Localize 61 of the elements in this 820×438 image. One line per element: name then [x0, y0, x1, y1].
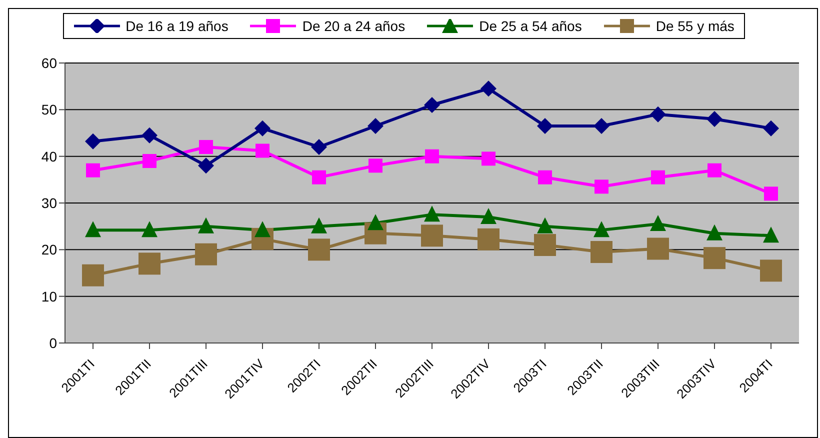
point [421, 224, 443, 247]
point [590, 241, 612, 263]
y-tick-label: 40 [41, 148, 58, 164]
point [647, 238, 669, 260]
y-tick-label: 30 [41, 194, 58, 211]
point [424, 97, 440, 113]
point [195, 243, 217, 266]
point [142, 154, 156, 168]
point [763, 120, 779, 136]
point [651, 170, 665, 184]
point [424, 206, 440, 222]
y-tick-label: 20 [41, 242, 58, 258]
point [482, 152, 496, 166]
point [706, 224, 722, 240]
point [534, 234, 556, 256]
legend-label: De 55 y más [654, 18, 734, 34]
point [138, 252, 160, 275]
point [650, 215, 666, 231]
point [86, 163, 100, 178]
point [480, 80, 496, 97]
point [85, 221, 101, 238]
legend-label: De 16 a 19 años [124, 18, 228, 34]
point [142, 127, 158, 144]
point [425, 149, 439, 164]
point [311, 217, 327, 234]
point [142, 221, 158, 238]
point [537, 118, 553, 134]
point [704, 247, 726, 270]
point [368, 118, 384, 134]
legend-label: De 20 a 24 años [301, 18, 406, 34]
y-tick-label: 10 [41, 288, 58, 304]
y-tick-label: 0 [49, 334, 58, 351]
point [480, 208, 496, 224]
point [254, 221, 270, 238]
point [254, 120, 270, 136]
point [312, 170, 326, 184]
point [650, 106, 666, 122]
y-tick-label: 50 [41, 102, 58, 118]
point [538, 170, 552, 184]
point [706, 111, 722, 127]
point [198, 217, 214, 234]
point [82, 264, 104, 286]
point [760, 260, 782, 282]
point [256, 144, 270, 158]
point [594, 180, 608, 194]
point [308, 238, 330, 261]
point [85, 133, 101, 150]
point [368, 158, 382, 173]
point [594, 221, 610, 238]
point [594, 118, 610, 134]
point [537, 217, 553, 234]
point [708, 163, 722, 178]
point [764, 186, 778, 201]
point [199, 140, 213, 154]
point [198, 158, 214, 174]
y-tick-label: 60 [41, 54, 58, 71]
point [311, 139, 327, 155]
point [478, 228, 500, 250]
legend-label: De 25 a 54 años [478, 18, 582, 34]
point [368, 214, 384, 230]
point [763, 226, 779, 243]
